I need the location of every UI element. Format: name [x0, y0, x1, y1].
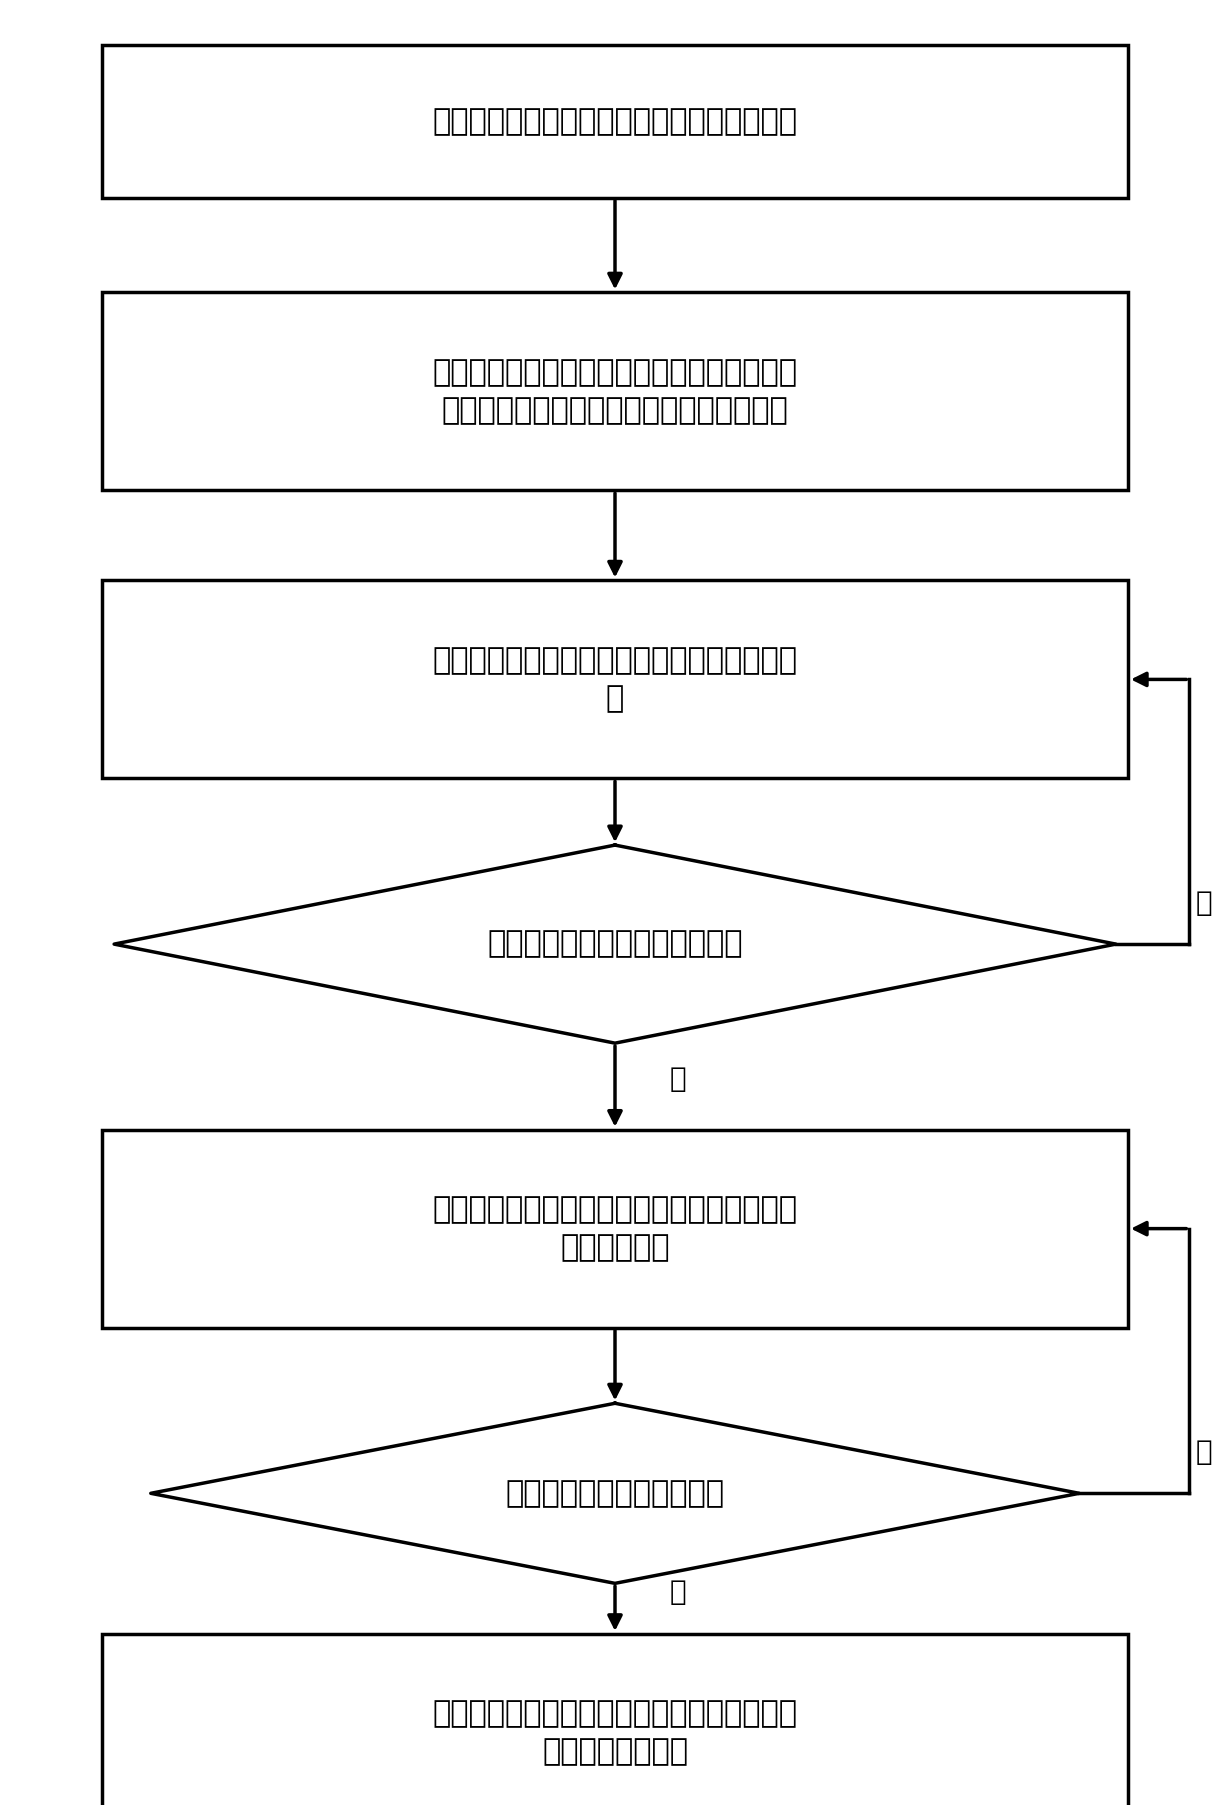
Text: 某一位置人员剂量值是否超标？: 某一位置人员剂量值是否超标？ — [487, 930, 743, 959]
Bar — [102, 45, 1128, 197]
Text: 否: 否 — [1196, 1438, 1212, 1467]
Bar — [102, 1129, 1128, 1328]
Text: 实时监控静态空间剂量场分布及人员位置分布: 实时监控静态空间剂量场分布及人员位置分布 — [433, 107, 797, 136]
Bar — [102, 581, 1128, 778]
Polygon shape — [151, 1404, 1079, 1583]
Text: 根据事故发生时刻的空间剂量场分布及人员位
置分布，制定撤离路线，并发送至手机终端: 根据事故发生时刻的空间剂量场分布及人员位 置分布，制定撤离路线，并发送至手机终端 — [433, 358, 797, 425]
Text: 是: 是 — [670, 1066, 686, 1093]
Text: 否: 否 — [1196, 888, 1212, 917]
Text: 向该位置人员手机终端发送报警信号，并推送
新的撤离路线: 向该位置人员手机终端发送报警信号，并推送 新的撤离路线 — [433, 1196, 797, 1263]
Bar — [102, 293, 1128, 490]
Text: 实时计算空间剂量场分布，并监控人员位置分
布: 实时计算空间剂量场分布，并监控人员位置分 布 — [433, 646, 797, 713]
Text: 对疏散过程中人员受照情况进行统计分析，并
给出总体评估建议: 对疏散过程中人员受照情况进行统计分析，并 给出总体评估建议 — [433, 1699, 797, 1766]
Text: 人员是否达到撤离集合点？: 人员是否达到撤离集合点？ — [506, 1478, 724, 1509]
Polygon shape — [114, 845, 1116, 1044]
Bar — [102, 1634, 1128, 1809]
Text: 是: 是 — [670, 1579, 686, 1606]
